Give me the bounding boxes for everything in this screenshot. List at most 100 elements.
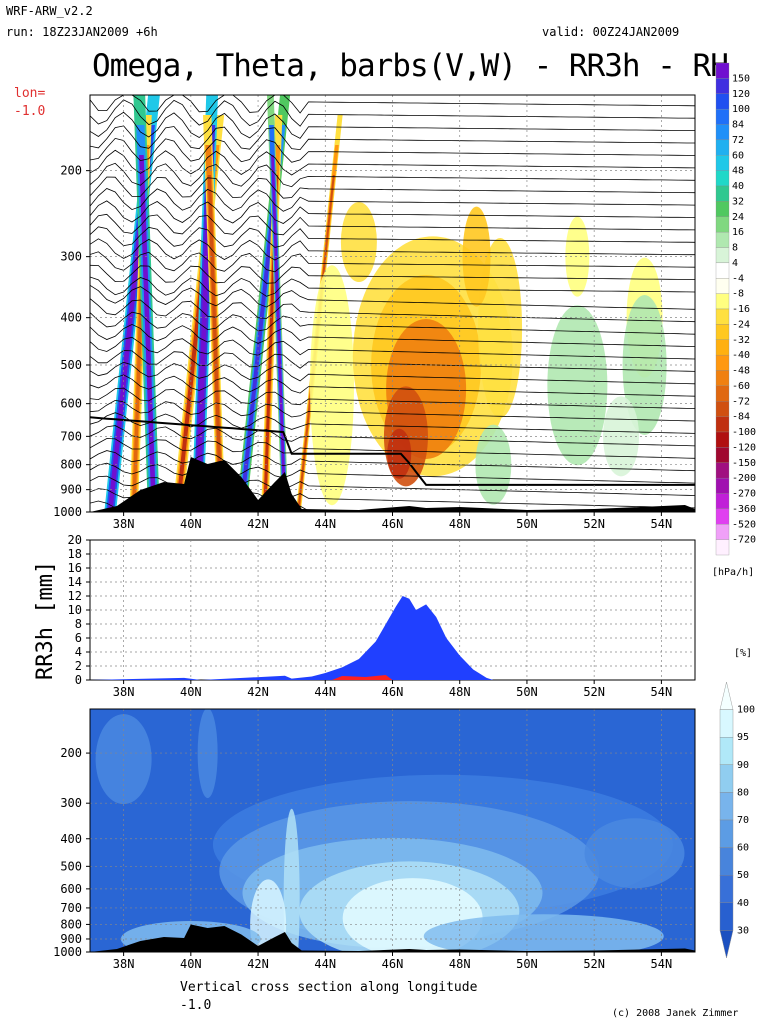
x-tick-label: 38N	[113, 957, 135, 971]
y-tick-label: 700	[60, 429, 82, 443]
colorbar-label: -270	[732, 489, 756, 500]
colorbar-swatch	[715, 78, 730, 94]
colorbar-swatch	[719, 764, 734, 793]
colorbar-label: -520	[732, 519, 756, 530]
colorbar-swatch	[715, 155, 730, 171]
rh-colorbar-unit: [%]	[734, 648, 752, 659]
precip-area	[90, 596, 695, 680]
x-tick-label: 52N	[583, 685, 605, 699]
rh-blob	[283, 808, 300, 952]
x-tick-label: 46N	[382, 957, 404, 971]
rh-blob	[423, 914, 664, 952]
footer-lon: -1.0	[180, 998, 212, 1013]
colorbar-swatch	[715, 278, 730, 294]
x-tick-label: 50N	[516, 685, 538, 699]
colorbar-label: -8	[732, 289, 744, 300]
colorbar-label: 70	[737, 815, 749, 826]
y-tick-label: 20	[68, 533, 82, 547]
colorbar-label: -720	[732, 535, 756, 546]
omega-blob	[340, 202, 377, 283]
colorbar-label: 80	[737, 787, 749, 798]
page-title: Omega, Theta, barbs(V,W) - RR3h - RH	[92, 48, 729, 84]
model-name: WRF-ARW_v2.2	[6, 4, 93, 18]
theta-contour	[90, 399, 695, 422]
colorbar-swatch	[715, 401, 730, 417]
omega-band	[239, 155, 281, 512]
valid-time: valid: 00Z24JAN2009	[542, 25, 680, 39]
colorbar-label: 40	[732, 181, 744, 192]
colorbar-label: 150	[732, 73, 750, 84]
colorbar-swatch	[715, 231, 730, 248]
colorbar-label: 40	[737, 898, 749, 909]
y-tick-label: 1000	[53, 945, 82, 959]
colorbar-label: -24	[732, 319, 750, 330]
colorbar-swatch	[719, 792, 734, 821]
colorbar-swatch	[715, 508, 730, 525]
y-tick-label: 600	[60, 397, 82, 411]
x-tick-label: 48N	[449, 685, 471, 699]
y-tick-label: 18	[68, 547, 82, 561]
y-tick-label: 500	[60, 859, 82, 873]
y-tick-label: 500	[60, 358, 82, 372]
y-tick-label: 900	[60, 932, 82, 946]
rh-x-ticks: 38N 40N 42N 44N 46N 48N 50N 52N 54N	[113, 952, 672, 971]
colorbar-swatch	[719, 847, 734, 876]
colorbar-label: 120	[732, 89, 750, 100]
x-tick-label: 44N	[314, 957, 336, 971]
x-tick-label: 42N	[247, 685, 269, 699]
y-tick-label: 300	[60, 796, 82, 810]
colorbar-swatch	[715, 293, 730, 310]
colorbar-label: 32	[732, 196, 744, 207]
colorbar-label: 95	[737, 732, 749, 743]
theta-contour	[90, 350, 695, 372]
omega-blob	[478, 238, 523, 419]
colorbar-label: 60	[732, 150, 744, 161]
colorbar-swatch	[719, 819, 734, 848]
omega-blob	[310, 265, 354, 506]
colorbar-label: -150	[732, 458, 756, 469]
colorbar-swatch	[715, 524, 730, 540]
y-tick-label: 300	[60, 250, 82, 264]
y-tick-label: 200	[60, 164, 82, 178]
y-tick-label: 700	[60, 901, 82, 915]
colorbar-swatch	[715, 170, 730, 187]
colorbar-swatch	[715, 185, 730, 202]
colorbar-label: 4	[732, 258, 738, 269]
colorbar-label: -16	[732, 304, 750, 315]
y-tick-label: 12	[68, 589, 82, 603]
colorbar-swatch	[719, 930, 734, 959]
colorbar-label: 60	[737, 843, 749, 854]
theta-contour	[90, 374, 695, 397]
rh-colorbar: 100 95 90 80 70 60 50 40 30	[719, 681, 755, 959]
x-tick-label: 42N	[247, 517, 269, 531]
colorbar-label: -120	[732, 442, 756, 453]
colorbar-swatch	[715, 139, 730, 156]
colorbar-label: 30	[737, 925, 749, 936]
x-tick-label: 48N	[449, 957, 471, 971]
x-tick-label: 52N	[583, 517, 605, 531]
colorbar-swatch	[715, 370, 730, 387]
colorbar-swatch	[719, 737, 734, 766]
omega-band	[271, 155, 287, 512]
x-tick-label: 54N	[651, 685, 673, 699]
colorbar-swatch	[715, 247, 730, 264]
terrain-bottom	[90, 924, 695, 952]
x-tick-label: 40N	[180, 517, 202, 531]
y-tick-label: 400	[60, 311, 82, 325]
colorbar-swatch	[719, 902, 734, 931]
y-tick-label: 200	[60, 746, 82, 760]
theta-contour	[90, 425, 695, 447]
colorbar-swatch	[715, 124, 730, 141]
x-tick-label: 54N	[651, 957, 673, 971]
x-tick-label: 48N	[449, 517, 471, 531]
colorbar-label: 84	[732, 120, 744, 131]
y-tick-label: 2	[75, 659, 82, 673]
colorbar-label: -100	[732, 427, 756, 438]
colorbar-swatch	[719, 709, 734, 738]
x-tick-label: 40N	[180, 685, 202, 699]
colorbar-swatch	[715, 216, 730, 233]
y-tick-label: 1000	[53, 505, 82, 519]
